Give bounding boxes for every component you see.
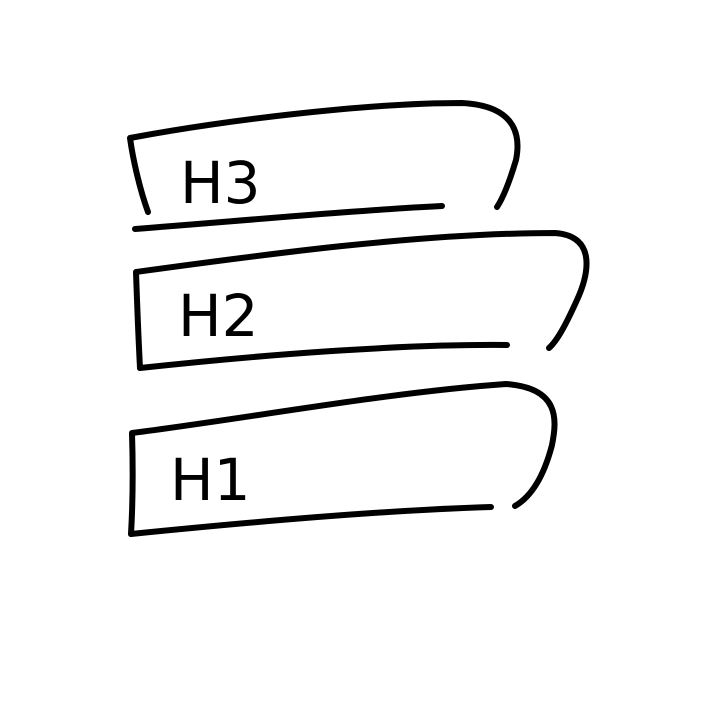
block-h2: H2 bbox=[133, 230, 590, 371]
block-h2-outline bbox=[133, 230, 590, 371]
block-h1: H1 bbox=[128, 381, 558, 537]
block-h1-outline bbox=[128, 381, 558, 537]
block-h1-label: H1 bbox=[170, 446, 251, 514]
block-h3-label: H3 bbox=[180, 149, 261, 217]
block-h3: H3 bbox=[127, 100, 521, 232]
block-h2-baseline bbox=[137, 341, 510, 371]
block-h1-baseline bbox=[128, 504, 494, 537]
block-h2-label: H2 bbox=[178, 282, 259, 350]
block-h3-baseline bbox=[132, 203, 445, 232]
block-h3-outline bbox=[127, 100, 521, 215]
